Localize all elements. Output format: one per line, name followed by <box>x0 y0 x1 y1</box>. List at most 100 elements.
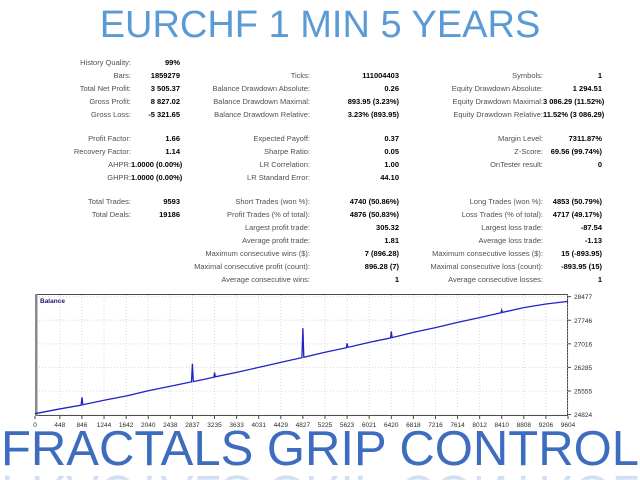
stat-value: 0.37 <box>384 134 399 143</box>
svg-text:27016: 27016 <box>574 341 592 348</box>
svg-text:1642: 1642 <box>119 422 134 429</box>
stat-row: Total Trades: 9593 Short Trades (won %): 47… <box>38 195 602 208</box>
stat-value: 1 <box>394 275 399 284</box>
stat-value <box>131 221 180 234</box>
stat-label: Total Trades: <box>88 197 131 206</box>
stat-label: Margin Level: <box>497 134 543 143</box>
stat-row: Average consecutive wins: 1 Average consec… <box>38 273 602 286</box>
stat-label: Short Trades (won %): <box>235 197 310 206</box>
stat-value: 8 827.02 <box>150 97 180 106</box>
stat-label: Bars: <box>113 71 131 80</box>
stat-label <box>38 221 131 234</box>
svg-text:26285: 26285 <box>574 365 592 372</box>
stat-value: 1.14 <box>165 147 180 156</box>
svg-text:7614: 7614 <box>450 422 465 429</box>
svg-text:9604: 9604 <box>561 422 576 429</box>
stat-row: Gross Profit: 8 827.02 Balance Drawdown Ma… <box>38 95 605 108</box>
stat-label: Maximal consecutive loss (count): <box>430 262 543 271</box>
stat-label: LR Standard Error: <box>247 173 310 182</box>
stat-label: GHPR: <box>107 173 131 182</box>
page-title: EURCHF 1 MIN 5 YEARS <box>99 4 541 46</box>
stat-value: 69.56 (99.74%) <box>550 147 602 156</box>
balance-line <box>34 300 569 415</box>
stat-value <box>543 171 602 184</box>
stat-value: 0.26 <box>384 84 399 93</box>
stat-value: 15 (-893.95) <box>561 249 602 258</box>
stat-label: AHPR: <box>108 160 131 169</box>
svg-text:7216: 7216 <box>428 422 443 429</box>
stat-label: Gross Profit: <box>89 97 131 106</box>
stat-value: 1 294.51 <box>572 84 602 93</box>
stat-value: 4740 (50.86%) <box>349 197 399 206</box>
stat-value: 99% <box>164 58 180 67</box>
stat-row: Maximal consecutive profit (count): 896.2… <box>38 260 602 273</box>
stat-row: Average profit trade: 1.81 Average loss tr… <box>38 234 602 247</box>
stat-value: -5 321.65 <box>148 110 180 119</box>
svg-text:2837: 2837 <box>185 422 200 429</box>
stat-label <box>399 56 543 69</box>
stats-table: History Quality: 99% Bars: 1859279 Ticks: 111… <box>38 56 605 297</box>
stat-value: 3 086.29 (11.52%) <box>543 97 605 106</box>
stats-block: Profit Factor: 1.66 Expected Payoff: 0.37 Ma… <box>38 132 602 184</box>
svg-text:3235: 3235 <box>207 422 222 429</box>
stat-label: Equity Drawdown Maximal: <box>452 97 543 106</box>
stat-value: 1.0000 (0.00%) <box>131 173 183 182</box>
stat-value: 3 505.37 <box>150 84 180 93</box>
stats-block: History Quality: 99% Bars: 1859279 Ticks: 111… <box>38 56 605 121</box>
stat-label: Largest loss trade: <box>481 223 543 232</box>
stat-label: Ticks: <box>290 71 310 80</box>
stat-label: Average loss trade: <box>478 236 543 245</box>
bottom-title-reflection: FRACTALS GRIP CONTROL <box>0 465 640 480</box>
svg-text:5225: 5225 <box>318 422 333 429</box>
svg-text:2040: 2040 <box>141 422 156 429</box>
bottom-title-text: FRACTALS GRIP CONTROL <box>0 422 639 476</box>
svg-text:8808: 8808 <box>517 422 532 429</box>
stat-label <box>38 234 131 247</box>
svg-text:8410: 8410 <box>495 422 510 429</box>
svg-text:2438: 2438 <box>163 422 178 429</box>
svg-text:28477: 28477 <box>574 294 592 301</box>
stat-value: 0.05 <box>384 147 399 156</box>
stat-row: Profit Factor: 1.66 Expected Payoff: 0.37 Ma… <box>38 132 602 145</box>
stat-label: Recovery Factor: <box>73 147 131 156</box>
bottom-title: FRACTALS GRIP CONTROL FRACTALS GRIP CONT… <box>0 422 640 480</box>
stat-value: 1859279 <box>150 71 180 80</box>
svg-text:4827: 4827 <box>296 422 311 429</box>
stat-value: 111004403 <box>362 71 399 80</box>
stat-value: 1.66 <box>165 134 180 143</box>
stat-row: Total Deals: 19186 Profit Trades (% of tot… <box>38 208 602 221</box>
stat-label: Balance Drawdown Absolute: <box>212 84 310 93</box>
stat-label: Expected Payoff: <box>253 134 310 143</box>
stat-value: 19186 <box>159 210 180 219</box>
stat-value: 7311.87% <box>568 134 602 143</box>
stat-value: 1.00 <box>384 160 399 169</box>
stat-label: Average consecutive losses: <box>448 275 543 284</box>
stat-value: 896.28 (7) <box>364 262 399 271</box>
stat-label: Balance Drawdown Relative: <box>214 110 310 119</box>
stat-row: Maximum consecutive wins ($): 7 (896.28) M… <box>38 247 602 260</box>
svg-text:3633: 3633 <box>229 422 244 429</box>
stat-label <box>38 273 131 286</box>
svg-text:6818: 6818 <box>406 422 421 429</box>
stat-label: Sharpe Ratio: <box>264 147 310 156</box>
stat-value <box>310 56 399 69</box>
stat-label: Total Deals: <box>91 210 131 219</box>
balance-legend: Balance <box>40 298 65 305</box>
stat-label: History Quality: <box>80 58 131 67</box>
stat-row: GHPR: 1.0000 (0.00%) LR Standard Error: 44.… <box>38 171 602 184</box>
stat-label: Long Trades (won %): <box>469 197 543 206</box>
stat-row: History Quality: 99% <box>38 56 602 69</box>
stat-label <box>399 171 543 184</box>
svg-text:4429: 4429 <box>274 422 289 429</box>
stat-row: AHPR: 1.0000 (0.00%) LR Correlation: 1.00 On… <box>38 158 602 171</box>
stat-value: 9593 <box>163 197 180 206</box>
svg-text:5623: 5623 <box>340 422 355 429</box>
stat-label: Largest profit trade: <box>244 223 310 232</box>
svg-text:0: 0 <box>33 422 37 429</box>
stat-row: Largest profit trade: 305.32 Largest loss … <box>38 221 602 234</box>
svg-text:6420: 6420 <box>384 422 399 429</box>
stat-value: 3.23% (893.95) <box>347 110 399 119</box>
stat-value: 1 <box>597 275 602 284</box>
balance-chart: 0 448 846 1244 1642 2040 2438 2837 3235 3633 4031 4… <box>33 294 635 434</box>
